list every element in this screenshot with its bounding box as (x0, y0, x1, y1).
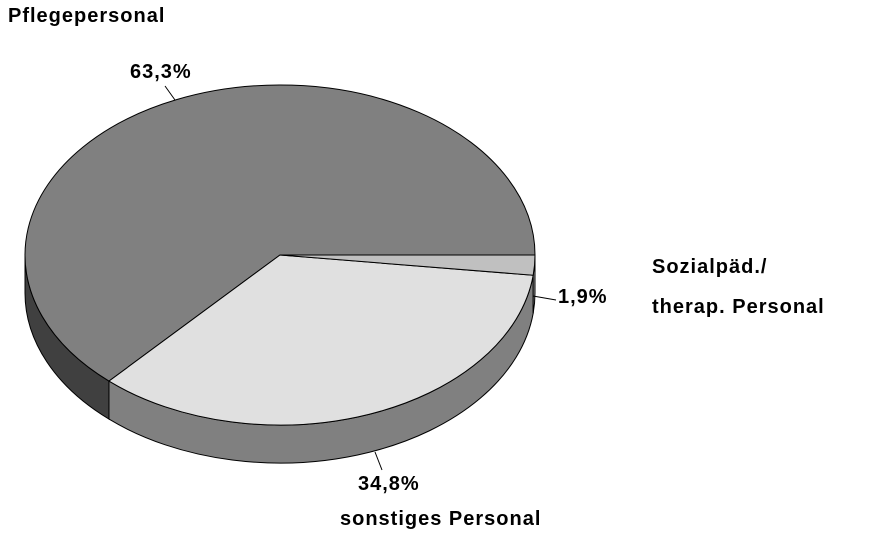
slice (279, 254, 536, 276)
category-label: sonstiges Personal (340, 508, 541, 530)
leader-line (374, 451, 383, 471)
leader-line (532, 295, 557, 301)
value-label: 1,9% (558, 286, 608, 308)
value-label: 34,8% (358, 473, 420, 495)
slice (24, 84, 536, 382)
slice (108, 254, 534, 426)
value-label: 63,3% (130, 61, 192, 83)
leader-line (164, 85, 176, 101)
category-label: Sozialpäd./therap. Personal (652, 256, 825, 318)
category-label: Pflegepersonal (8, 5, 165, 27)
